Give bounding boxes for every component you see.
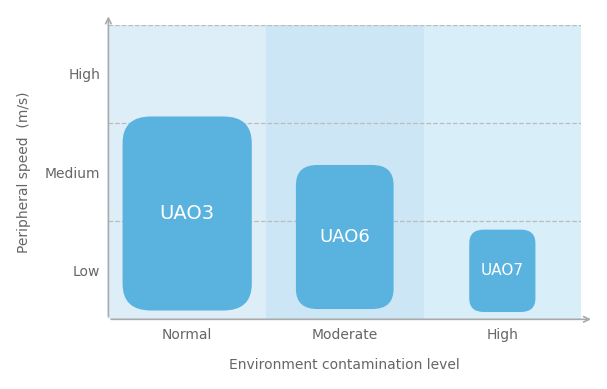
- Bar: [266, 25, 424, 319]
- X-axis label: Environment contamination level: Environment contamination level: [229, 358, 460, 372]
- Bar: [424, 25, 581, 319]
- FancyBboxPatch shape: [123, 116, 252, 310]
- Bar: [109, 25, 266, 319]
- Y-axis label: Peripheral speed  (m/s): Peripheral speed (m/s): [16, 91, 31, 253]
- FancyBboxPatch shape: [296, 165, 393, 309]
- Text: UAO3: UAO3: [160, 204, 215, 223]
- Text: UAO7: UAO7: [481, 263, 524, 278]
- FancyBboxPatch shape: [469, 230, 535, 312]
- Text: UAO6: UAO6: [319, 228, 370, 246]
